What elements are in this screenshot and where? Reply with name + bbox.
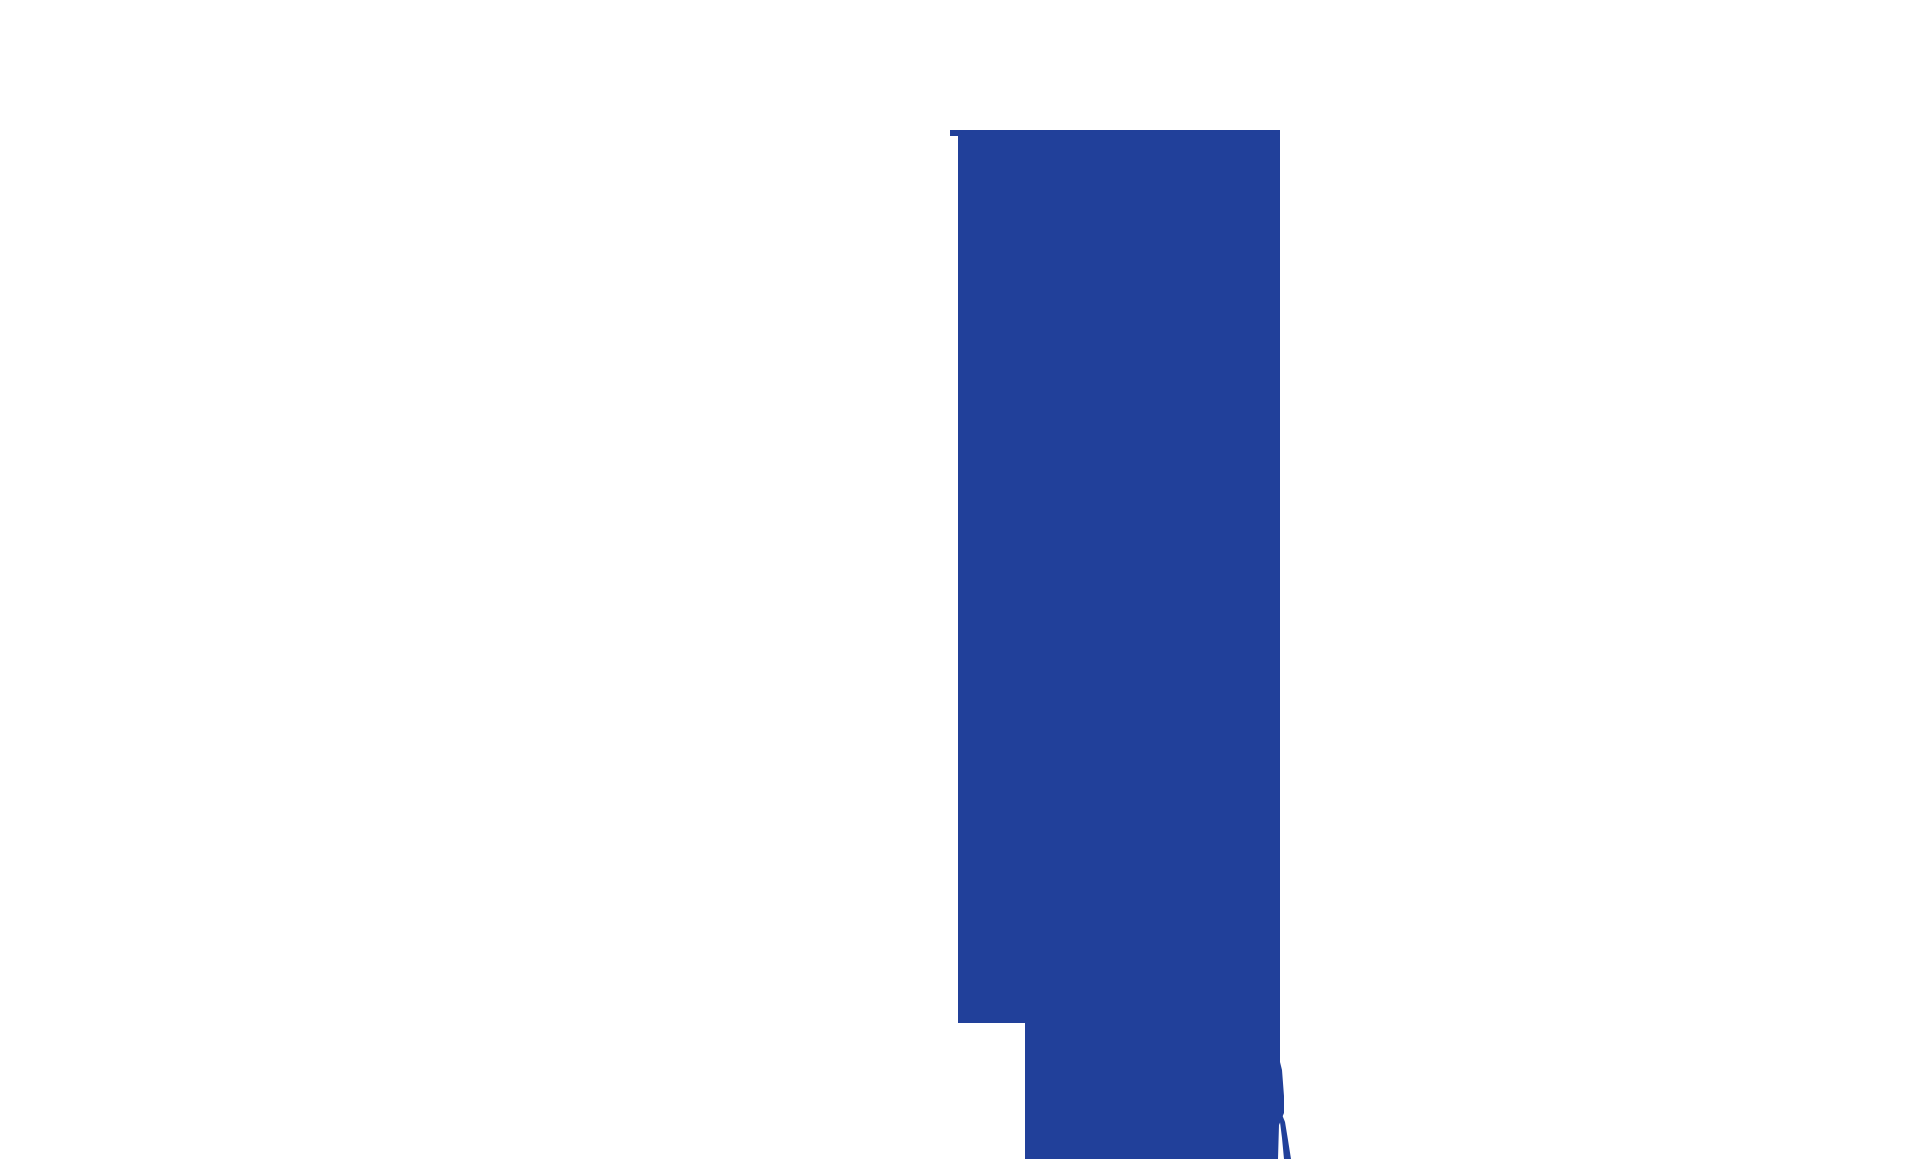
blue-region-main xyxy=(950,130,1284,1159)
blue-region-sliver xyxy=(1280,1112,1291,1159)
